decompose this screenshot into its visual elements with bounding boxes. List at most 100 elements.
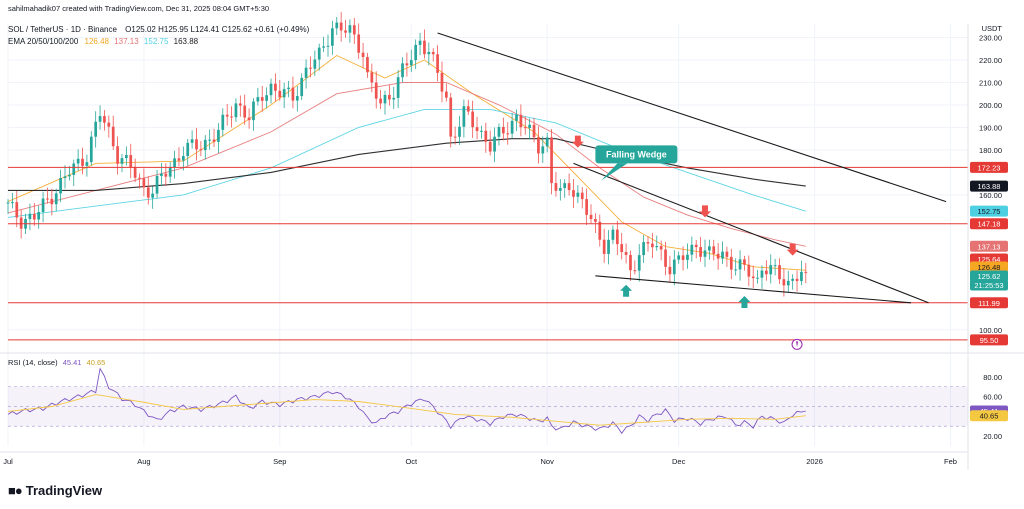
candle-body bbox=[480, 130, 483, 132]
candle-body bbox=[155, 175, 159, 194]
candle-body bbox=[734, 269, 738, 271]
price-tag bbox=[970, 270, 1008, 282]
candle-body bbox=[458, 126, 461, 137]
ema200-value: 163.88 bbox=[173, 37, 199, 46]
candle-body bbox=[361, 52, 365, 58]
rsi-tag bbox=[970, 410, 1008, 422]
candle-body bbox=[497, 126, 501, 137]
rsi-panel bbox=[7, 367, 968, 435]
currency-label: USDT bbox=[982, 24, 1003, 33]
candle-body bbox=[19, 217, 23, 229]
x-tick-label: Jul bbox=[3, 457, 13, 466]
candle-body bbox=[46, 198, 49, 200]
candle-body bbox=[545, 137, 549, 147]
candle-body bbox=[322, 46, 325, 48]
price-tag-label: 21:25:53 bbox=[974, 281, 1003, 290]
ema-lines bbox=[7, 54, 806, 271]
candle-body bbox=[615, 229, 619, 245]
candle-body bbox=[238, 103, 242, 106]
candle-body bbox=[501, 126, 505, 134]
candle-body bbox=[716, 253, 720, 259]
price-tag-label: 163.88 bbox=[978, 182, 1001, 191]
candle-body bbox=[173, 158, 176, 168]
candle-body bbox=[664, 249, 667, 267]
candle-body bbox=[269, 83, 273, 96]
rsi-tag-label: 40.65 bbox=[980, 412, 999, 421]
candle-body bbox=[357, 34, 361, 53]
candle-body bbox=[668, 266, 672, 275]
rsi-legend: RSI (14, close) 45.41 40.65 bbox=[8, 358, 105, 367]
candle-body bbox=[567, 183, 571, 191]
candle-body bbox=[15, 202, 19, 218]
rsi-legend-value: 45.41 bbox=[62, 358, 82, 367]
candle-body bbox=[537, 137, 540, 154]
rsi-ma-line bbox=[7, 394, 806, 426]
candle-body bbox=[217, 129, 220, 142]
candle-body bbox=[764, 270, 768, 275]
candle-body bbox=[414, 44, 418, 61]
y-tick-label: 210.00 bbox=[979, 78, 1002, 87]
candle-body bbox=[453, 136, 457, 138]
candle-body bbox=[247, 117, 251, 121]
candle-body bbox=[388, 94, 391, 100]
price-tag bbox=[970, 180, 1008, 192]
candle-body bbox=[50, 198, 54, 205]
candle-body bbox=[690, 244, 694, 255]
candle-body bbox=[444, 91, 448, 98]
candle-body bbox=[725, 251, 729, 257]
candle-body bbox=[111, 126, 115, 147]
candle-body bbox=[129, 155, 133, 168]
candle-body bbox=[563, 183, 567, 189]
callout-pointer bbox=[601, 163, 628, 181]
author-line: sahilmahadik07 created with TradingView.… bbox=[8, 4, 270, 13]
candle-body bbox=[164, 173, 168, 177]
tradingview-logo-text: TradingView bbox=[25, 483, 103, 498]
x-tick-label: 2026 bbox=[806, 457, 823, 466]
candle-body bbox=[221, 114, 225, 130]
tradingview-logo: ■● TradingView bbox=[8, 483, 102, 498]
price-tag bbox=[970, 334, 1008, 346]
wedge-trendline bbox=[573, 162, 929, 304]
candle-body bbox=[488, 141, 492, 152]
rsi-legend-label: RSI (14, close) bbox=[8, 358, 58, 367]
candle-body bbox=[72, 163, 76, 175]
candle-body bbox=[59, 178, 62, 194]
ohlc-values: O125.02 H125.95 L124.41 C125.62 +0.61 (+… bbox=[125, 25, 310, 34]
rsi-y-tick-label: 20.00 bbox=[983, 432, 1002, 441]
candle-body bbox=[190, 139, 194, 143]
arrow-markers bbox=[571, 135, 803, 350]
x-tick-label: Feb bbox=[944, 457, 957, 466]
candle-body bbox=[466, 106, 470, 112]
candle-body bbox=[602, 239, 606, 254]
callout-box bbox=[595, 145, 678, 164]
candle-body bbox=[786, 280, 790, 286]
candle-body bbox=[177, 158, 181, 161]
y-tick-label: 160.00 bbox=[979, 191, 1002, 200]
candle-body bbox=[580, 192, 584, 200]
candle-body bbox=[475, 127, 479, 132]
price-tag bbox=[970, 240, 1008, 252]
candle-body bbox=[804, 271, 808, 273]
candle-body bbox=[89, 136, 93, 163]
candle-body bbox=[519, 114, 523, 128]
price-tag-label: 125.64 bbox=[978, 255, 1001, 264]
rsi-y-tick-label: 60.00 bbox=[983, 393, 1002, 402]
axes: 2026 Jul Aug Sep Oct Nov Dec Feb 230.00 220.00 210… bbox=[0, 24, 1024, 470]
candle-body bbox=[396, 77, 400, 98]
x-tick-label: Aug bbox=[137, 457, 150, 466]
candle-body bbox=[81, 158, 84, 166]
price-tag-label: 125.62 bbox=[978, 272, 1001, 281]
symbol-line: SOL / TetherUS · 1D · Binance O125.02 H1… bbox=[8, 25, 309, 34]
y-tick-label: 180.00 bbox=[979, 146, 1002, 155]
candle-body bbox=[85, 162, 89, 166]
candle-body bbox=[510, 120, 514, 134]
candle-body bbox=[405, 63, 409, 66]
candle-body bbox=[309, 67, 312, 69]
candle-body bbox=[800, 271, 803, 282]
candle-body bbox=[769, 265, 773, 275]
candle-body bbox=[506, 133, 510, 135]
y-tick-label: 200.00 bbox=[979, 101, 1002, 110]
buy-arrow-marker bbox=[620, 284, 633, 297]
candle-body bbox=[243, 105, 247, 118]
